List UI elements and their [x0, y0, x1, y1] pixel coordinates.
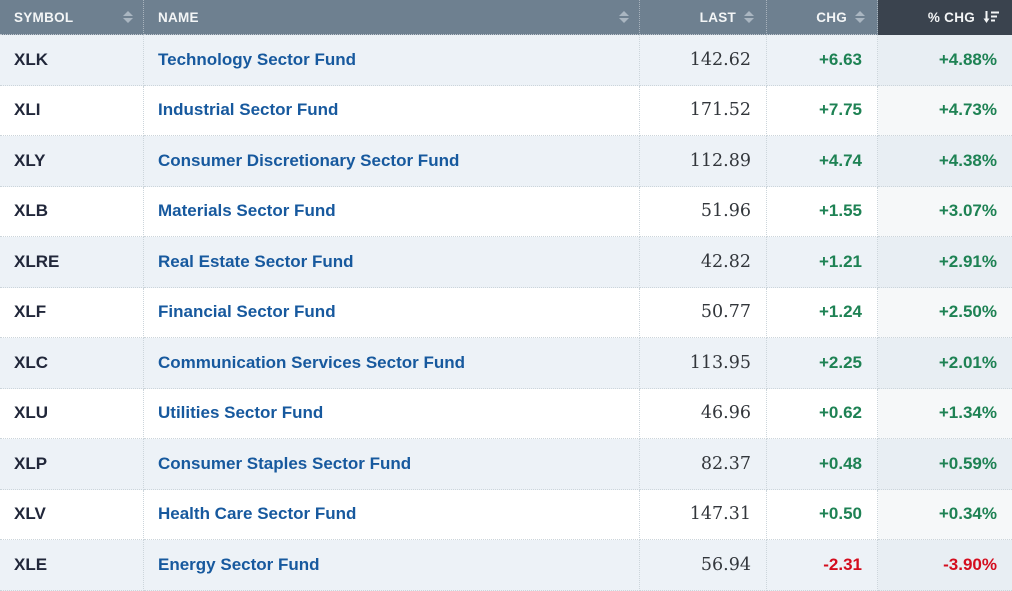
change-cell: +1.24 — [767, 287, 878, 338]
fund-name-link[interactable]: Health Care Sector Fund — [158, 504, 357, 524]
last-price-cell: 51.96 — [640, 186, 767, 237]
fund-name-link[interactable]: Communication Services Sector Fund — [158, 352, 466, 372]
table-row: XLI Industrial Sector Fund 171.52 +7.75 +4.7… — [0, 85, 1012, 136]
table-row: XLK Technology Sector Fund 142.62 +6.63 +4.8… — [0, 35, 1012, 86]
symbol-cell[interactable]: XLP — [0, 439, 144, 490]
percent-change-cell: +2.50% — [878, 287, 1012, 338]
percent-change-cell: +2.91% — [878, 237, 1012, 288]
table-body: XLK Technology Sector Fund 142.62 +6.63 +4.8… — [0, 35, 1012, 591]
fund-name-link[interactable]: Industrial Sector Fund — [158, 100, 339, 120]
table-row: XLE Energy Sector Fund 56.94 -2.31 -3.90% — [0, 540, 1012, 591]
change-cell: +1.55 — [767, 186, 878, 237]
column-header-chg[interactable]: CHG — [767, 0, 878, 35]
symbol-cell[interactable]: XLB — [0, 186, 144, 237]
last-price-cell: 42.82 — [640, 237, 767, 288]
column-header-last[interactable]: LAST — [640, 0, 767, 35]
column-header-symbol[interactable]: SYMBOL — [0, 0, 144, 35]
name-cell: Financial Sector Fund — [144, 287, 640, 338]
name-cell: Energy Sector Fund — [144, 540, 640, 591]
name-cell: Utilities Sector Fund — [144, 388, 640, 439]
symbol-cell[interactable]: XLF — [0, 287, 144, 338]
symbol-cell[interactable]: XLV — [0, 489, 144, 540]
table-row: XLY Consumer Discretionary Sector Fund 112… — [0, 136, 1012, 187]
last-price-cell: 46.96 — [640, 388, 767, 439]
last-price-cell: 113.95 — [640, 338, 767, 389]
last-price-cell: 142.62 — [640, 35, 767, 86]
change-cell: +6.63 — [767, 35, 878, 86]
fund-name-link[interactable]: Real Estate Sector Fund — [158, 251, 354, 271]
table-row: XLV Health Care Sector Fund 147.31 +0.50 +0.… — [0, 489, 1012, 540]
name-cell: Health Care Sector Fund — [144, 489, 640, 540]
fund-name-link[interactable]: Utilities Sector Fund — [158, 403, 324, 423]
name-cell: Consumer Staples Sector Fund — [144, 439, 640, 490]
name-cell: Consumer Discretionary Sector Fund — [144, 136, 640, 187]
percent-change-cell: +4.88% — [878, 35, 1012, 86]
symbol-cell[interactable]: XLE — [0, 540, 144, 591]
symbol-cell[interactable]: XLC — [0, 338, 144, 389]
table-row: XLRE Real Estate Sector Fund 42.82 +1.21 +2.… — [0, 237, 1012, 288]
change-cell: +4.74 — [767, 136, 878, 187]
fund-name-link[interactable]: Consumer Discretionary Sector Fund — [158, 150, 460, 170]
name-cell: Materials Sector Fund — [144, 186, 640, 237]
column-header-name-label: NAME — [158, 9, 199, 25]
name-cell: Real Estate Sector Fund — [144, 237, 640, 288]
percent-change-cell: +0.34% — [878, 489, 1012, 540]
table-row: XLC Communication Services Sector Fund 113… — [0, 338, 1012, 389]
last-price-cell: 171.52 — [640, 85, 767, 136]
table-row: XLU Utilities Sector Fund 46.96 +0.62 +1.34% — [0, 388, 1012, 439]
percent-change-cell: +1.34% — [878, 388, 1012, 439]
symbol-cell[interactable]: XLU — [0, 388, 144, 439]
table-row: XLF Financial Sector Fund 50.77 +1.24 +2.50% — [0, 287, 1012, 338]
symbol-cell[interactable]: XLRE — [0, 237, 144, 288]
column-header-pct-chg-label: % CHG — [927, 9, 975, 25]
sort-up-down-icon — [619, 11, 629, 23]
table-row: XLP Consumer Staples Sector Fund 82.37 +0.4… — [0, 439, 1012, 490]
sort-up-down-icon — [123, 11, 133, 23]
last-price-cell: 56.94 — [640, 540, 767, 591]
column-header-pct-chg[interactable]: % CHG — [878, 0, 1012, 35]
symbol-cell[interactable]: XLI — [0, 85, 144, 136]
change-cell: +2.25 — [767, 338, 878, 389]
sort-up-down-icon — [744, 11, 754, 23]
change-cell: +7.75 — [767, 85, 878, 136]
fund-name-link[interactable]: Energy Sector Fund — [158, 554, 320, 574]
percent-change-cell: +4.38% — [878, 136, 1012, 187]
last-price-cell: 50.77 — [640, 287, 767, 338]
change-cell: +0.50 — [767, 489, 878, 540]
change-cell: +0.62 — [767, 388, 878, 439]
last-price-cell: 82.37 — [640, 439, 767, 490]
last-price-cell: 112.89 — [640, 136, 767, 187]
fund-name-link[interactable]: Consumer Staples Sector Fund — [158, 453, 412, 473]
symbol-cell[interactable]: XLY — [0, 136, 144, 187]
change-cell: +0.48 — [767, 439, 878, 490]
name-cell: Technology Sector Fund — [144, 35, 640, 86]
column-header-chg-label: CHG — [816, 9, 847, 25]
percent-change-cell: -3.90% — [878, 540, 1012, 591]
column-header-symbol-label: SYMBOL — [14, 9, 74, 25]
column-header-name[interactable]: NAME — [144, 0, 640, 35]
fund-name-link[interactable]: Financial Sector Fund — [158, 302, 336, 322]
last-price-cell: 147.31 — [640, 489, 767, 540]
name-cell: Industrial Sector Fund — [144, 85, 640, 136]
percent-change-cell: +2.01% — [878, 338, 1012, 389]
change-cell: -2.31 — [767, 540, 878, 591]
sort-descending-icon — [983, 11, 999, 23]
column-header-last-label: LAST — [699, 9, 736, 25]
table-header: SYMBOL NAME LAST CHG — [0, 0, 1012, 35]
change-cell: +1.21 — [767, 237, 878, 288]
name-cell: Communication Services Sector Fund — [144, 338, 640, 389]
symbol-cell[interactable]: XLK — [0, 35, 144, 86]
percent-change-cell: +3.07% — [878, 186, 1012, 237]
fund-name-link[interactable]: Materials Sector Fund — [158, 201, 336, 221]
percent-change-cell: +4.73% — [878, 85, 1012, 136]
percent-change-cell: +0.59% — [878, 439, 1012, 490]
table-row: XLB Materials Sector Fund 51.96 +1.55 +3.07% — [0, 186, 1012, 237]
sort-up-down-icon — [855, 11, 865, 23]
fund-name-link[interactable]: Technology Sector Fund — [158, 49, 357, 69]
